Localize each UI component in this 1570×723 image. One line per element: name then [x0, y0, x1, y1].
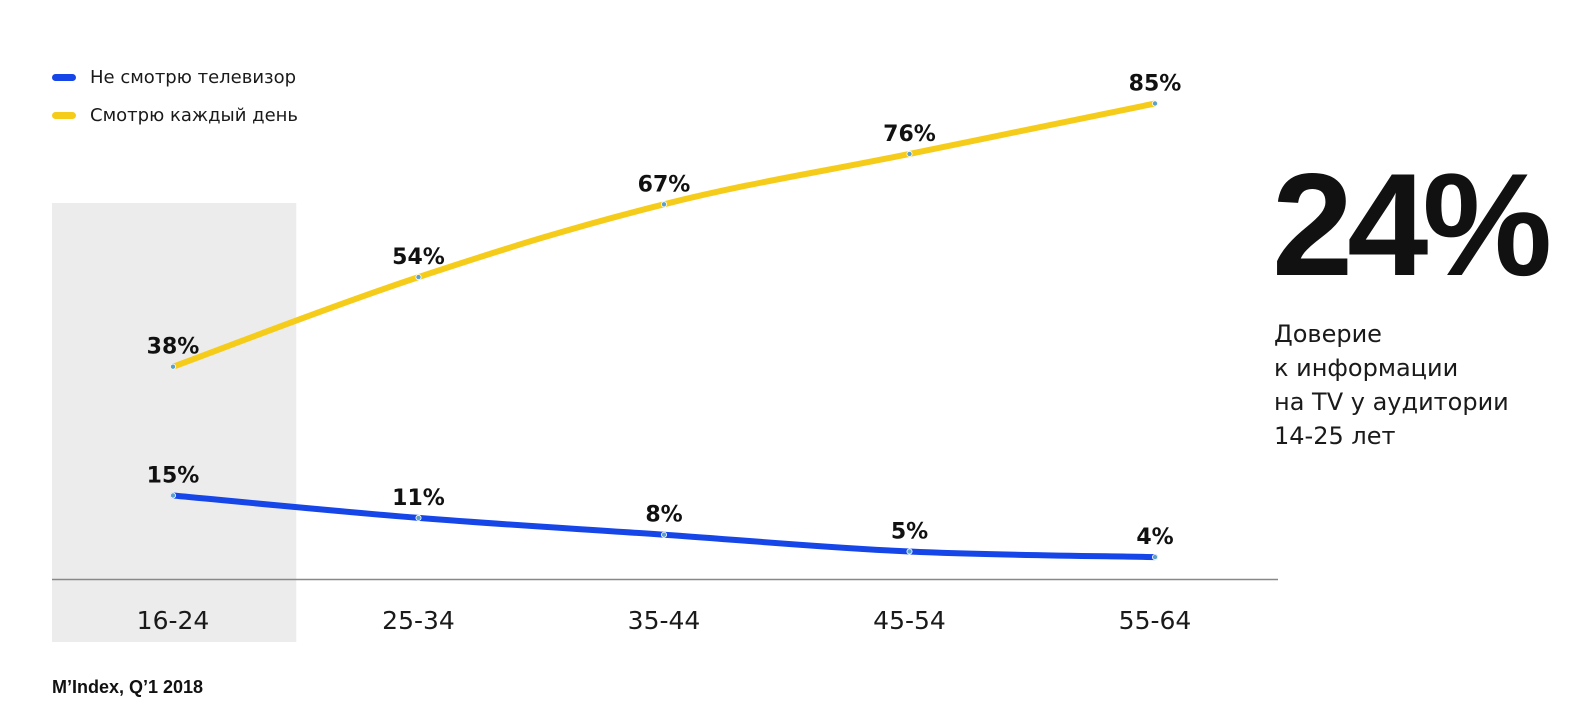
stat-desc-line: 14-25 лет: [1274, 422, 1396, 450]
legend-swatch-no-tv: [52, 73, 76, 81]
highlight-stat-description: Доверие к информации на TV у аудитории 1…: [1274, 317, 1564, 453]
data-point: [169, 363, 176, 370]
series-group: 15% 11% 8% 5% 4%: [147, 464, 1174, 561]
data-label: 38%: [147, 335, 200, 360]
data-point: [1152, 100, 1159, 107]
data-point: [906, 150, 913, 157]
highlight-stat-value: 24%: [1272, 143, 1552, 306]
x-axis-ticks: 16-24 25-34 35-44 45-54 55-64: [137, 606, 1192, 635]
stat-desc-line: Доверие: [1274, 320, 1382, 348]
stat-desc-line: к информации: [1274, 354, 1459, 382]
x-tick-label: 16-24: [137, 606, 210, 635]
data-label: 5%: [891, 520, 928, 545]
legend-label-no-tv: Не смотрю телевизор: [90, 66, 297, 88]
data-label: 15%: [147, 464, 200, 489]
data-point: [1152, 554, 1159, 561]
legend-swatch-daily: [52, 111, 76, 119]
highlight-column-background: [52, 203, 297, 642]
series-line: [170, 100, 1158, 370]
data-label: 4%: [1136, 525, 1173, 550]
data-label: 76%: [883, 122, 936, 147]
data-point: [661, 531, 668, 538]
data-point: [906, 548, 913, 555]
data-label: 11%: [392, 486, 445, 511]
stat-desc-line: на TV у аудитории: [1274, 388, 1509, 416]
data-label: 54%: [392, 245, 445, 270]
x-tick-label: 45-54: [873, 606, 946, 635]
x-tick-label: 35-44: [628, 606, 701, 635]
data-point: [415, 274, 422, 281]
legend-item-daily: Смотрю каждый день: [52, 96, 298, 134]
data-label: 85%: [1129, 72, 1182, 97]
data-point: [169, 492, 176, 499]
data-point: [415, 514, 422, 521]
legend-item-no-tv: Не смотрю телевизор: [52, 58, 298, 96]
x-tick-label: 25-34: [382, 606, 455, 635]
legend: Не смотрю телевизор Смотрю каждый день: [52, 58, 298, 134]
series-group: 38% 54% 67% 76% 85%: [147, 72, 1182, 370]
data-label: 8%: [645, 503, 682, 528]
legend-label-daily: Смотрю каждый день: [90, 104, 299, 126]
x-tick-label: 55-64: [1119, 606, 1192, 635]
data-point: [661, 201, 668, 208]
data-label: 67%: [638, 172, 691, 197]
series-layer: 38% 54% 67% 76% 85% 15% 11% 8% 5% 4%: [147, 72, 1182, 561]
source-note: M’Index, Q’1 2018: [52, 677, 204, 697]
